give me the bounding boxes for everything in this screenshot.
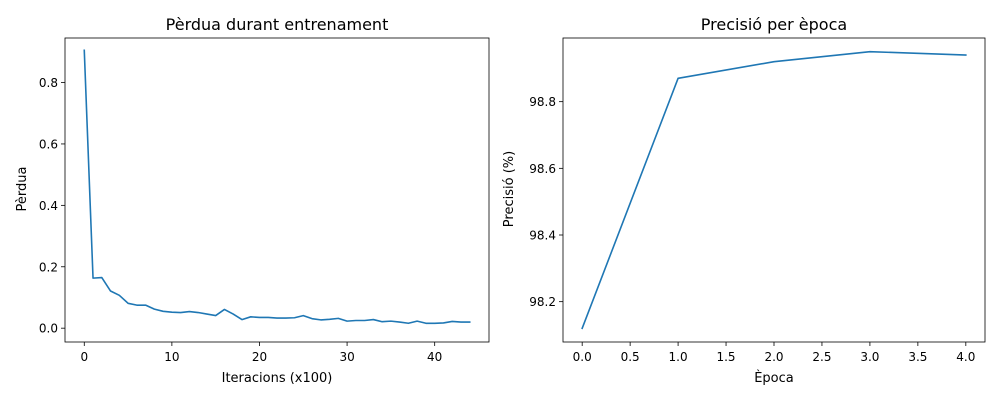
x-tick-label: 20 [252, 350, 267, 364]
chart-title: Pèrdua durant entrenament [166, 15, 389, 34]
x-axis-label: Època [754, 370, 794, 386]
x-tick-label: 2.0 [764, 350, 783, 364]
y-axis-label: Pèrdua [15, 167, 30, 212]
x-tick-label: 3.0 [860, 350, 879, 364]
y-tick-label: 98.4 [529, 229, 556, 243]
y-tick-label: 0.6 [39, 137, 58, 151]
x-tick-label: 0.0 [573, 350, 592, 364]
loss-chart: Pèrdua durant entrenament Iteracions (x1… [15, 15, 490, 386]
accuracy-chart: Precisió per època Època Precisió (%) 0.… [502, 15, 986, 386]
x-tick-label: 0 [80, 350, 88, 364]
x-tick-label: 1.0 [669, 350, 688, 364]
x-tick-label: 0.5 [621, 350, 640, 364]
chart-title: Precisió per època [701, 15, 847, 34]
y-tick-label: 98.6 [529, 162, 556, 176]
x-tick-label: 4.0 [956, 350, 975, 364]
y-tick-label: 98.2 [529, 295, 556, 309]
x-tick-label: 3.5 [908, 350, 927, 364]
y-tick-label: 98.8 [529, 95, 556, 109]
series-line [83, 49, 471, 325]
y-tick-label: 0.8 [39, 76, 58, 90]
series-line [581, 50, 967, 330]
y-tick-label: 0.4 [39, 199, 58, 213]
x-tick-label: 1.5 [716, 350, 735, 364]
y-tick-label: 0.0 [39, 322, 58, 336]
y-axis-label: Precisió (%) [502, 151, 517, 227]
x-tick-label: 2.5 [812, 350, 831, 364]
x-tick-label: 40 [427, 350, 442, 364]
x-tick-label: 10 [164, 350, 179, 364]
plot-frame [64, 37, 490, 343]
y-tick-label: 0.2 [39, 260, 58, 274]
x-tick-label: 30 [339, 350, 354, 364]
x-axis-label: Iteracions (x100) [222, 371, 333, 386]
